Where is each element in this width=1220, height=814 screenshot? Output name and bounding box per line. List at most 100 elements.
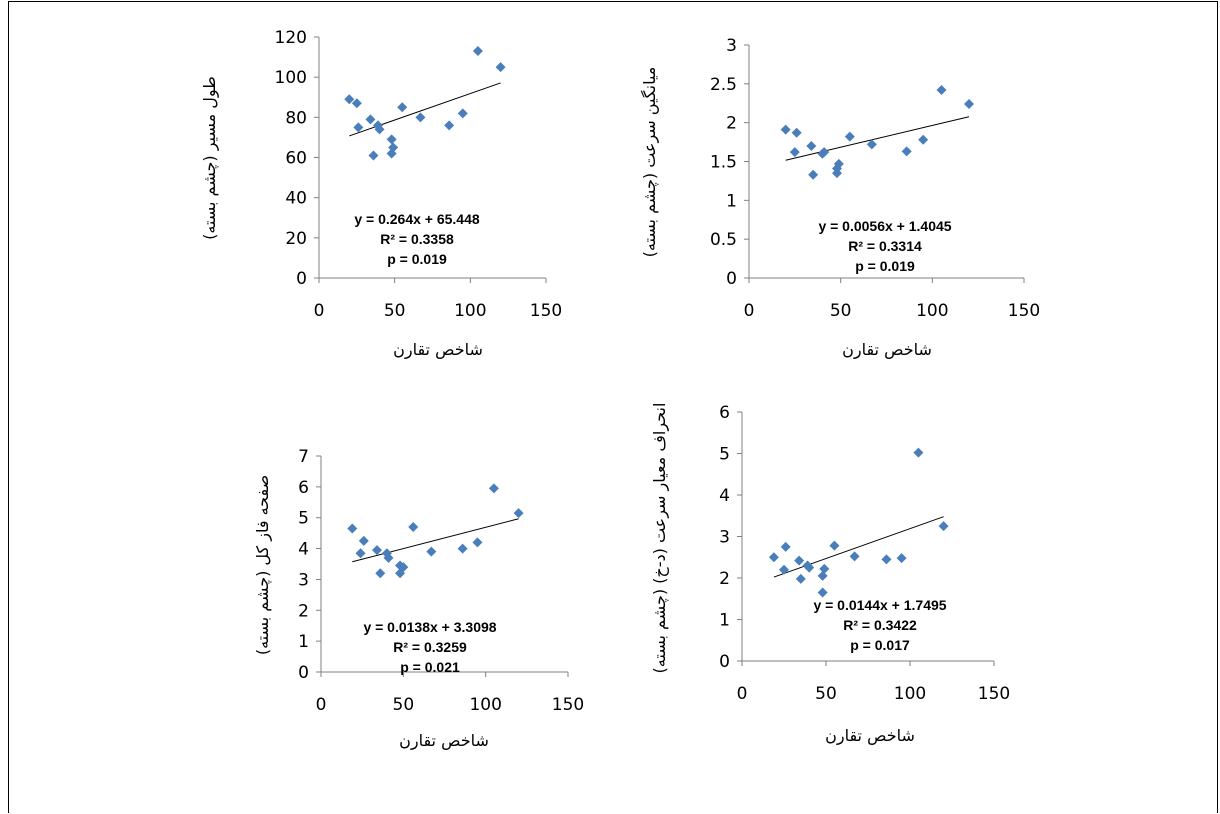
- y-tick-label: 2: [298, 601, 309, 621]
- x-tick-label: 50: [830, 301, 852, 321]
- data-point: [808, 169, 819, 180]
- data-point: [457, 108, 468, 119]
- data-point: [817, 570, 828, 581]
- y-tick-label: 0: [726, 269, 737, 289]
- data-point: [353, 122, 364, 133]
- trendline: [785, 116, 970, 161]
- y-tick-label: 3: [726, 36, 737, 56]
- data-point: [444, 120, 455, 131]
- y-tick-label: 0: [719, 652, 730, 672]
- data-point: [374, 124, 385, 135]
- y-axis-label: میانگین سرعت (چشم بسته): [640, 67, 660, 258]
- y-tick-label: 4: [298, 540, 309, 560]
- data-point: [833, 158, 844, 169]
- y-tick-label: 0.5: [710, 230, 737, 250]
- x-tick-label: 100: [454, 301, 486, 321]
- y-tick-label: 40: [285, 189, 307, 209]
- regression-annotation: R² = 0.3358: [380, 231, 454, 247]
- x-tick-label: 50: [393, 695, 415, 715]
- regression-annotation: y = 0.0138x + 3.3098: [363, 619, 496, 635]
- data-point: [791, 127, 802, 138]
- y-tick-label: 1: [719, 611, 730, 631]
- y-tick-label: 4: [719, 486, 730, 506]
- regression-annotation: R² = 0.3259: [393, 639, 467, 655]
- data-point: [794, 555, 805, 566]
- data-point: [351, 98, 362, 109]
- trendline: [352, 518, 519, 563]
- data-point: [426, 546, 437, 557]
- y-tick-label: 80: [285, 108, 307, 128]
- figure-frame: [8, 1, 1218, 813]
- x-axis-label: شاخص تقارن: [399, 731, 489, 751]
- data-point: [780, 541, 791, 552]
- y-axis-label: انحراف معیار سرعت (د-خ) (چشم بسته): [650, 403, 670, 674]
- data-point: [844, 131, 855, 142]
- x-tick-label: 100: [894, 684, 926, 704]
- data-point: [472, 46, 483, 57]
- data-point: [408, 521, 419, 532]
- data-point: [881, 554, 892, 565]
- data-point: [804, 562, 815, 573]
- regression-annotation: p = 0.021: [400, 659, 460, 675]
- data-point: [397, 102, 408, 113]
- data-point: [415, 112, 426, 123]
- regression-annotation: p = 0.019: [855, 258, 915, 274]
- regression-annotation: y = 0.0144x + 1.7495: [813, 597, 946, 613]
- scatter-chart-velocity-sd: 0 1 2 3 4 5 6 0 50 100 150 y = 0.0144x + 1.7495 R² =…: [650, 403, 1010, 746]
- y-tick-label: 7: [298, 447, 309, 467]
- data-point: [388, 142, 399, 153]
- x-tick-label: 150: [552, 695, 584, 715]
- data-point: [768, 552, 779, 563]
- data-point: [472, 537, 483, 548]
- data-point: [513, 508, 524, 519]
- data-point: [936, 85, 947, 96]
- scatter-chart-mean-velocity: 0 0.5 1 1.5 2 2.5 3 0 50 100 150 y = 0.0056x + 1.40…: [640, 36, 1040, 360]
- data-point: [779, 564, 789, 575]
- y-tick-label: 3: [298, 570, 309, 590]
- x-axis-label: شاخص تقارن: [825, 726, 915, 746]
- y-tick-label: 120: [275, 28, 307, 48]
- data-point: [964, 99, 974, 110]
- data-point: [819, 147, 830, 158]
- y-axis-label: صفحه فاز کل (چشم بسته): [253, 475, 273, 655]
- data-point: [901, 146, 912, 157]
- x-axis-label: شاخص تقارن: [393, 340, 483, 360]
- data-point: [849, 551, 860, 562]
- data-point: [344, 94, 355, 105]
- x-tick-label: 0: [314, 301, 325, 321]
- data-point: [806, 140, 817, 151]
- scatter-chart-phase-plane: 0 1 2 3 4 5 6 7 0 50 100 150 y = 0.0138x + 3.3098 R² …: [253, 447, 584, 751]
- x-axis-label: شاخص تقارن: [842, 340, 932, 360]
- y-tick-label: 1: [298, 632, 309, 652]
- data-point: [819, 563, 830, 574]
- data-point: [371, 545, 382, 556]
- data-point: [795, 573, 806, 584]
- y-tick-label: 2: [719, 569, 730, 589]
- regression-annotation: y = 0.0056x + 1.4045: [818, 218, 951, 234]
- x-tick-label: 150: [1008, 301, 1040, 321]
- data-point: [829, 540, 840, 551]
- data-point: [817, 587, 828, 598]
- y-tick-label: 2.5: [710, 75, 737, 95]
- regression-annotation: R² = 0.3314: [848, 238, 922, 254]
- regression-annotation: y = 0.264x + 65.448: [354, 211, 480, 227]
- trendline: [773, 516, 944, 578]
- y-tick-label: 5: [719, 445, 730, 465]
- y-tick-label: 6: [719, 403, 730, 423]
- x-tick-label: 0: [316, 695, 327, 715]
- data-point: [488, 483, 499, 494]
- x-tick-label: 50: [384, 301, 406, 321]
- y-tick-label: 6: [298, 478, 309, 498]
- data-point: [457, 543, 468, 554]
- regression-annotation: p = 0.017: [850, 637, 910, 653]
- trendline: [349, 82, 501, 137]
- y-tick-label: 60: [285, 149, 307, 169]
- x-tick-label: 0: [744, 301, 755, 321]
- x-tick-label: 50: [815, 684, 837, 704]
- data-point: [347, 523, 358, 534]
- data-point: [866, 139, 877, 150]
- regression-annotation: R² = 0.3422: [843, 617, 917, 633]
- y-tick-label: 3: [719, 528, 730, 548]
- x-tick-label: 100: [916, 301, 948, 321]
